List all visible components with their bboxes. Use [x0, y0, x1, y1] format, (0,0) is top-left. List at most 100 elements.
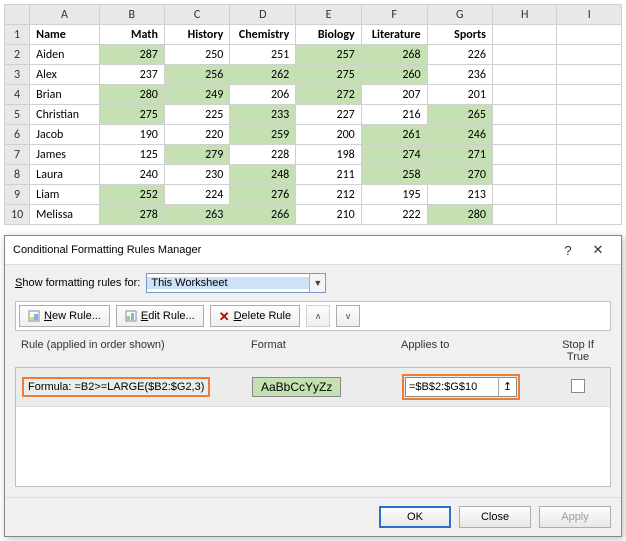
data-cell[interactable]: 258	[361, 165, 427, 185]
row-header[interactable]: 8	[5, 165, 30, 185]
data-cell[interactable]: 280	[99, 85, 164, 105]
corner-cell[interactable]	[5, 5, 30, 25]
close-button[interactable]: Close	[459, 506, 531, 528]
empty-cell[interactable]	[557, 105, 622, 125]
data-cell[interactable]: 287	[99, 45, 164, 65]
empty-cell[interactable]	[557, 165, 622, 185]
close-icon[interactable]: ✕	[583, 242, 613, 258]
data-cell[interactable]: 206	[230, 85, 296, 105]
data-cell[interactable]: 224	[164, 185, 229, 205]
data-cell[interactable]: 270	[427, 165, 492, 185]
row-header[interactable]: 7	[5, 145, 30, 165]
empty-cell[interactable]	[557, 125, 622, 145]
empty-cell[interactable]	[557, 205, 622, 225]
name-cell[interactable]: Aiden	[30, 45, 100, 65]
header-cell[interactable]: Sports	[427, 25, 492, 45]
empty-cell[interactable]	[557, 45, 622, 65]
data-cell[interactable]: 233	[230, 105, 296, 125]
row-header[interactable]: 9	[5, 185, 30, 205]
applies-to-field[interactable]: ↥	[405, 377, 517, 397]
data-cell[interactable]: 207	[361, 85, 427, 105]
data-cell[interactable]: 227	[296, 105, 361, 125]
name-cell[interactable]: Brian	[30, 85, 100, 105]
data-cell[interactable]: 250	[164, 45, 229, 65]
empty-cell[interactable]	[492, 205, 557, 225]
data-cell[interactable]: 240	[99, 165, 164, 185]
data-cell[interactable]: 190	[99, 125, 164, 145]
data-cell[interactable]: 261	[361, 125, 427, 145]
apply-button[interactable]: Apply	[539, 506, 611, 528]
data-cell[interactable]: 260	[361, 65, 427, 85]
header-cell[interactable]: Name	[30, 25, 100, 45]
row-header[interactable]: 1	[5, 25, 30, 45]
data-cell[interactable]: 278	[99, 205, 164, 225]
data-cell[interactable]: 280	[427, 205, 492, 225]
data-cell[interactable]: 275	[296, 65, 361, 85]
row-header[interactable]: 3	[5, 65, 30, 85]
data-cell[interactable]: 211	[296, 165, 361, 185]
col-header[interactable]: H	[492, 5, 557, 25]
data-cell[interactable]: 271	[427, 145, 492, 165]
new-rule-button[interactable]: New Rule...	[19, 305, 110, 327]
applies-to-input[interactable]	[406, 378, 498, 396]
data-cell[interactable]: 275	[99, 105, 164, 125]
range-picker-icon[interactable]: ↥	[498, 378, 516, 396]
empty-cell[interactable]	[492, 145, 557, 165]
data-cell[interactable]: 249	[164, 85, 229, 105]
name-cell[interactable]: James	[30, 145, 100, 165]
empty-cell[interactable]	[492, 125, 557, 145]
col-header[interactable]: A	[30, 5, 100, 25]
data-cell[interactable]: 251	[230, 45, 296, 65]
name-cell[interactable]: Alex	[30, 65, 100, 85]
empty-cell[interactable]	[492, 25, 557, 45]
data-cell[interactable]: 279	[164, 145, 229, 165]
data-cell[interactable]: 230	[164, 165, 229, 185]
col-header[interactable]: I	[557, 5, 622, 25]
empty-cell[interactable]	[557, 85, 622, 105]
name-cell[interactable]: Laura	[30, 165, 100, 185]
data-cell[interactable]: 212	[296, 185, 361, 205]
data-cell[interactable]: 276	[230, 185, 296, 205]
data-cell[interactable]: 248	[230, 165, 296, 185]
data-cell[interactable]: 198	[296, 145, 361, 165]
row-header[interactable]: 6	[5, 125, 30, 145]
col-header[interactable]: D	[230, 5, 296, 25]
name-cell[interactable]: Liam	[30, 185, 100, 205]
empty-cell[interactable]	[492, 165, 557, 185]
data-cell[interactable]: 226	[427, 45, 492, 65]
rule-row[interactable]: Formula: =B2>=LARGE($B2:$G2,3) AaBbCcYyZ…	[16, 368, 610, 407]
name-cell[interactable]: Jacob	[30, 125, 100, 145]
header-cell[interactable]: Chemistry	[230, 25, 296, 45]
stop-if-true-checkbox[interactable]	[571, 379, 585, 393]
col-header[interactable]: F	[361, 5, 427, 25]
data-cell[interactable]: 200	[296, 125, 361, 145]
data-cell[interactable]: 257	[296, 45, 361, 65]
data-cell[interactable]: 225	[164, 105, 229, 125]
data-cell[interactable]: 195	[361, 185, 427, 205]
data-cell[interactable]: 216	[361, 105, 427, 125]
data-cell[interactable]: 265	[427, 105, 492, 125]
row-header[interactable]: 4	[5, 85, 30, 105]
col-header[interactable]: G	[427, 5, 492, 25]
header-cell[interactable]: History	[164, 25, 229, 45]
ok-button[interactable]: OK	[379, 506, 451, 528]
header-cell[interactable]: Math	[99, 25, 164, 45]
data-cell[interactable]: 263	[164, 205, 229, 225]
empty-cell[interactable]	[557, 145, 622, 165]
empty-cell[interactable]	[492, 185, 557, 205]
data-cell[interactable]: 228	[230, 145, 296, 165]
data-cell[interactable]: 201	[427, 85, 492, 105]
data-cell[interactable]: 210	[296, 205, 361, 225]
col-header[interactable]: B	[99, 5, 164, 25]
empty-cell[interactable]	[492, 65, 557, 85]
show-rules-combo[interactable]: This Worksheet ▼	[146, 273, 326, 293]
empty-cell[interactable]	[557, 25, 622, 45]
empty-cell[interactable]	[492, 45, 557, 65]
empty-cell[interactable]	[492, 105, 557, 125]
data-cell[interactable]: 222	[361, 205, 427, 225]
data-cell[interactable]: 256	[164, 65, 229, 85]
row-header[interactable]: 5	[5, 105, 30, 125]
row-header[interactable]: 2	[5, 45, 30, 65]
edit-rule-button[interactable]: Edit Rule...	[116, 305, 204, 327]
data-cell[interactable]: 268	[361, 45, 427, 65]
